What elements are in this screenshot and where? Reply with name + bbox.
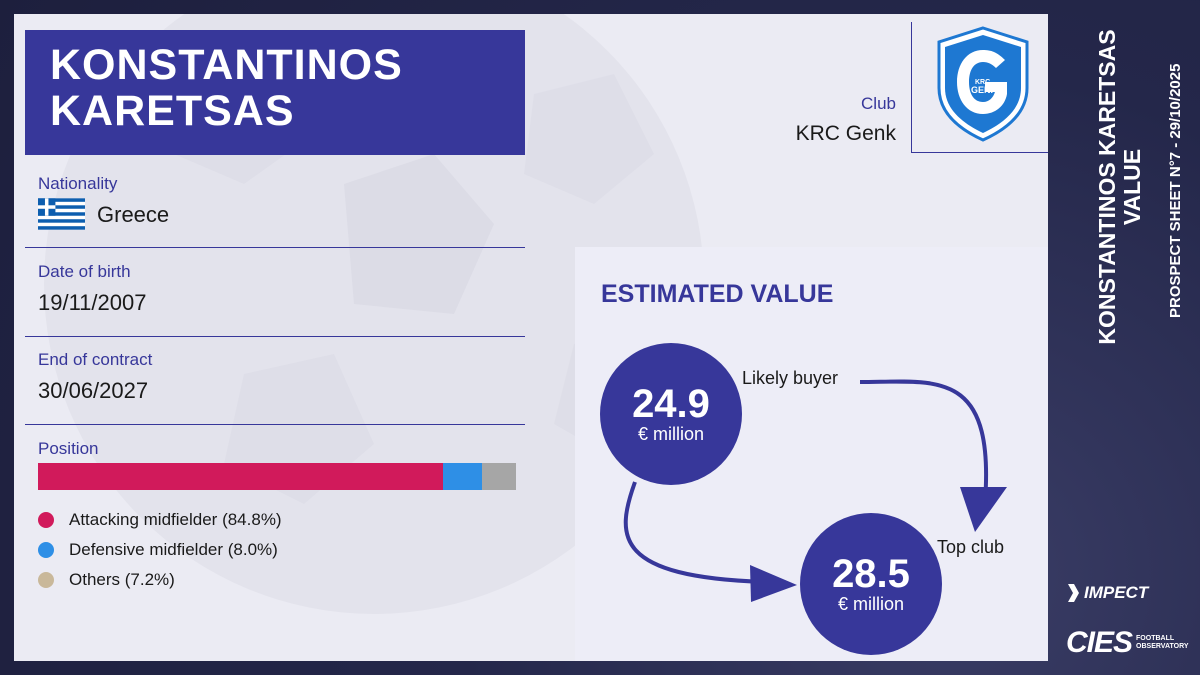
top-club-label: Top club bbox=[937, 537, 1005, 557]
position-legend-item: Attacking midfielder (84.8%) bbox=[38, 510, 282, 530]
sidebar-title: KONSTANTINOS KARETSAS VALUE bbox=[1094, 12, 1145, 362]
position-bar-segment bbox=[38, 463, 444, 490]
sidebar-title-line2: VALUE bbox=[1119, 148, 1145, 226]
position-legend-label: Attacking midfielder (84.8%) bbox=[69, 510, 282, 529]
arrow-buyer-to-top bbox=[859, 379, 989, 503]
club-logo-text-top: KRC bbox=[975, 79, 990, 86]
likely-buyer-label: Likely buyer bbox=[742, 368, 839, 388]
impect-text: IMPECT bbox=[1084, 583, 1149, 602]
cies-text: CIES bbox=[1066, 626, 1133, 659]
club-name: KRC Genk bbox=[795, 122, 896, 145]
club-logo-text-bottom: GENK bbox=[971, 85, 998, 95]
position-legend-item: Defensive midfielder (8.0%) bbox=[38, 540, 278, 560]
likely-buyer-value: 24.9 bbox=[632, 382, 710, 426]
club-divider-vertical bbox=[911, 22, 912, 152]
value-arrows bbox=[623, 379, 1007, 602]
top-club-circle: 28.5 € million bbox=[800, 513, 942, 655]
arrow-head-top-club bbox=[960, 487, 1007, 532]
date-of-birth-value: 19/11/2007 bbox=[38, 290, 147, 315]
estimated-value-title: ESTIMATED VALUE bbox=[601, 280, 834, 308]
sidebar-subtitle: PROSPECT SHEET N°7 - 29/10/2025 bbox=[1167, 63, 1184, 318]
impect-logo: IMPECT bbox=[1066, 583, 1148, 603]
arrow-head-low bbox=[750, 565, 797, 602]
legend-dot-icon bbox=[38, 572, 54, 588]
club-logo: KRC GENK bbox=[937, 26, 1029, 142]
legend-dot-icon bbox=[38, 542, 54, 558]
player-name-line1: KONSTANTINOS bbox=[50, 41, 403, 89]
club-label: Club bbox=[861, 94, 896, 113]
club-divider-horizontal bbox=[911, 152, 1048, 153]
impect-chevron-icon bbox=[1068, 584, 1079, 602]
position-legend-item: Others (7.2%) bbox=[38, 570, 175, 590]
arrow-low-to-top bbox=[623, 481, 766, 584]
top-club-value: 28.5 bbox=[832, 552, 910, 596]
position-bar-segment bbox=[481, 463, 516, 490]
likely-buyer-unit: € million bbox=[637, 424, 705, 444]
position-bar-segment bbox=[443, 463, 482, 490]
player-name-box: KONSTANTINOS KARETSAS bbox=[25, 30, 525, 155]
date-of-birth-label: Date of birth bbox=[38, 262, 131, 281]
cies-sub-line1: FOOTBALL bbox=[1136, 635, 1175, 642]
nationality-label: Nationality bbox=[38, 174, 118, 193]
cies-logo: CIES FOOTBALL OBSERVATORY bbox=[1066, 626, 1189, 660]
position-label: Position bbox=[38, 439, 99, 458]
main-panel: KONSTANTINOS KARETSAS Club KRC Genk KRC … bbox=[14, 14, 1048, 661]
cies-subtitle: FOOTBALL OBSERVATORY bbox=[1136, 635, 1189, 651]
position-bar bbox=[38, 463, 516, 490]
divider-birth bbox=[25, 336, 525, 337]
divider-nationality bbox=[25, 247, 525, 248]
cies-sub-line2: OBSERVATORY bbox=[1136, 643, 1189, 650]
position-legend-label: Others (7.2%) bbox=[69, 570, 175, 589]
greece-flag-icon bbox=[38, 198, 85, 230]
sidebar-title-line1: KONSTANTINOS KARETSAS bbox=[1094, 29, 1120, 345]
player-name-line2: KARETSAS bbox=[50, 87, 295, 135]
divider-contract bbox=[25, 424, 525, 425]
likely-buyer-circle: 24.9 € million bbox=[600, 343, 742, 485]
estimated-value-box: ESTIMATED VALUE 24.9 € million Likely bu… bbox=[575, 247, 1048, 661]
end-of-contract-value: 30/06/2027 bbox=[38, 378, 149, 403]
top-club-unit: € million bbox=[837, 594, 905, 614]
end-of-contract-label: End of contract bbox=[38, 350, 153, 369]
nationality-value: Greece bbox=[97, 202, 170, 227]
position-legend-label: Defensive midfielder (8.0%) bbox=[69, 540, 278, 559]
legend-dot-icon bbox=[38, 512, 54, 528]
